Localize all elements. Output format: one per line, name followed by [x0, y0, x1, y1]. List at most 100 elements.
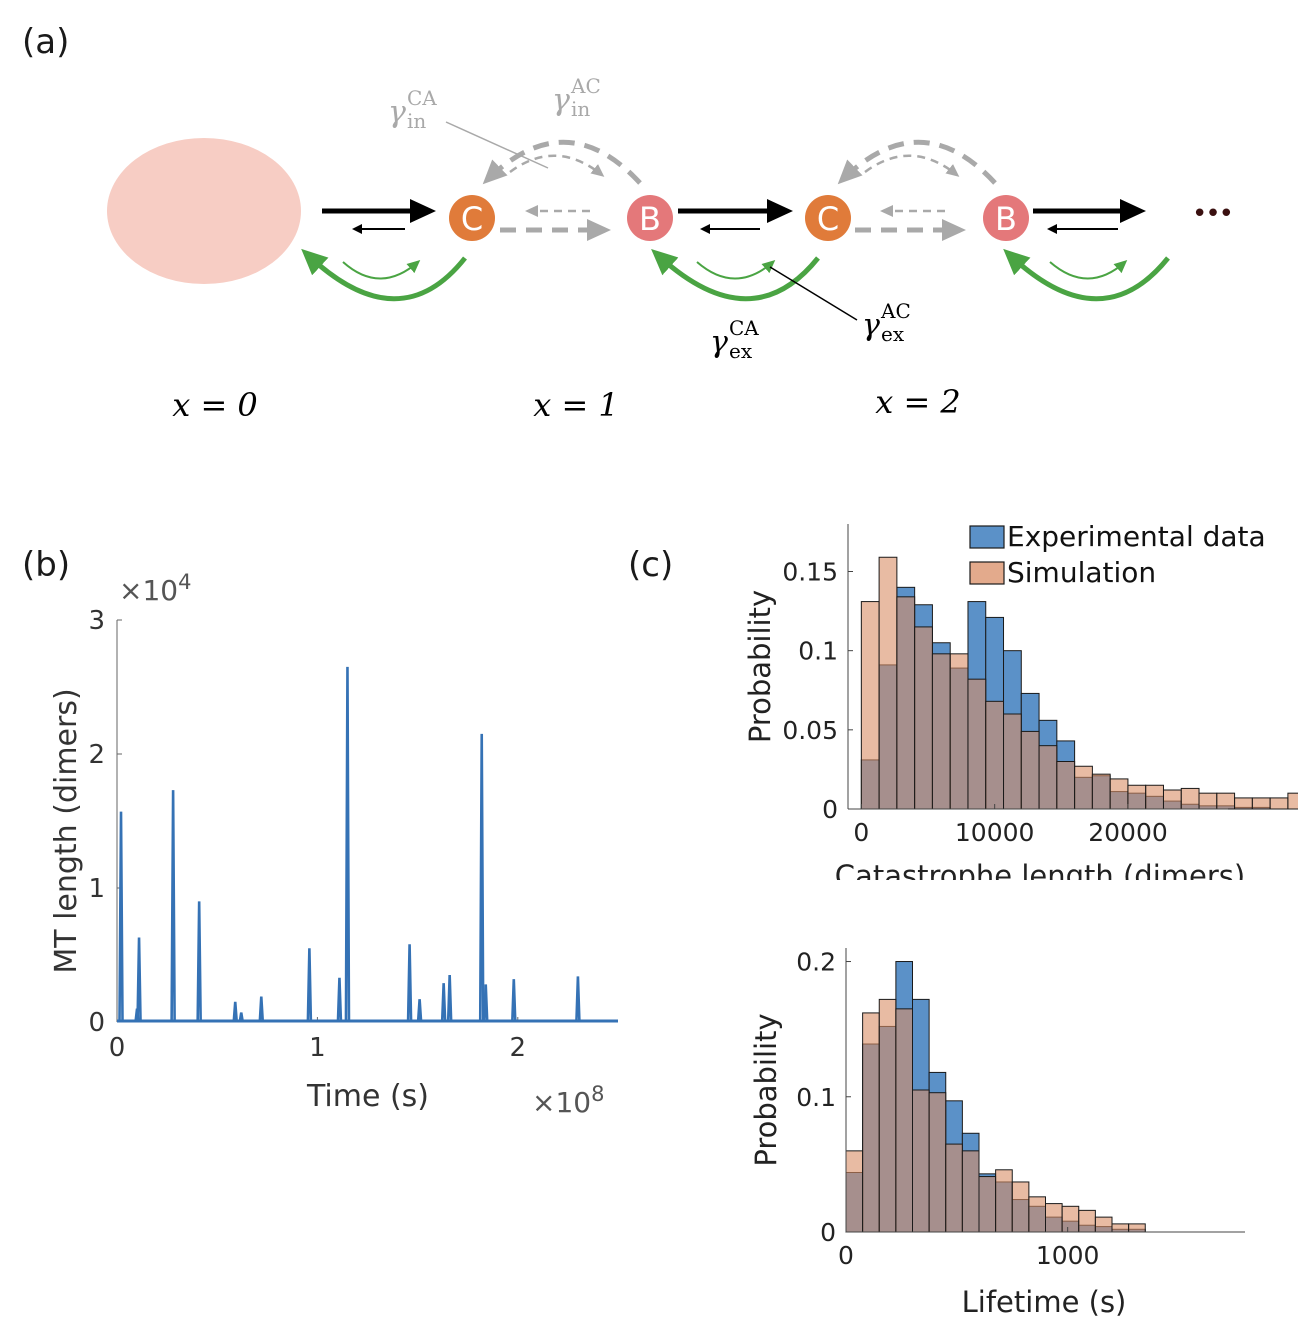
panel-label-c: (c): [628, 545, 674, 585]
x-tick-label: 20000: [1088, 818, 1168, 847]
svg-text:AC: AC: [880, 299, 911, 323]
bar-simulation: [1061, 1205, 1080, 1233]
y-tick-label: 0.15: [782, 558, 838, 587]
bar-simulation: [931, 653, 951, 810]
arrow-ex-CA-2: [1003, 248, 1170, 302]
x-tick-label: 0: [838, 1241, 854, 1270]
x-tick-label: 10000: [955, 818, 1035, 847]
bar-simulation: [967, 678, 987, 810]
y-tick-label: 0.1: [798, 637, 838, 666]
node-C-2: C: [805, 195, 851, 241]
bar-simulation: [985, 700, 1005, 810]
bar-simulation: [1038, 745, 1058, 810]
svg-text:ex: ex: [881, 322, 905, 346]
arrow-ex-CA-1: [651, 248, 820, 302]
compartment-x0: [107, 138, 301, 284]
legend-swatch: [969, 525, 1005, 549]
ellipsis: •••: [1192, 199, 1232, 229]
bar-simulation: [1094, 1216, 1113, 1233]
panel-label-b: (b): [22, 545, 71, 585]
series-spike: [446, 975, 453, 1023]
bar-simulation: [945, 1143, 963, 1233]
rate-label-in-AC: γ in AC: [552, 74, 601, 121]
series-spike: [482, 984, 489, 1023]
x-tick-label: 0: [853, 818, 869, 847]
bar-simulation: [1145, 784, 1164, 810]
y-axis-label: Probability: [749, 1013, 783, 1166]
x-axis-label: Lifetime (s): [962, 1285, 1127, 1319]
bar-simulation: [896, 596, 916, 810]
chart-mt-length: 0 1 2 3 0 1 2 ×104 ×108 Time (s) MT length (dimers…: [49, 570, 618, 1119]
y-axis-label: Probability: [743, 590, 777, 743]
bar-simulation: [1003, 713, 1022, 810]
series-spike: [478, 733, 485, 1023]
bar-simulation: [914, 626, 933, 810]
bar-simulation: [1287, 792, 1298, 810]
position-label-x1: x = 1: [533, 386, 619, 424]
series-spike: [406, 944, 413, 1023]
svg-text:CA: CA: [407, 86, 437, 110]
bar-simulation: [1045, 1203, 1063, 1233]
series-spike: [510, 979, 517, 1023]
y-multiplier: ×104: [119, 570, 191, 607]
y-tick-label: 1: [88, 874, 105, 904]
arrow-in-CA-2: [837, 139, 997, 185]
bar-simulation: [1198, 792, 1218, 810]
state-diagram: C B C B ••• γ in CA γ in AC γ ex: [107, 74, 1234, 424]
leader-line-ex-AC: [769, 266, 858, 321]
legend-label: Simulation: [1007, 556, 1156, 589]
bar-simulation: [1028, 1196, 1046, 1233]
series-spike: [336, 977, 343, 1023]
leader-line-in-CA: [445, 121, 549, 169]
x-axis-label: Catastrophe length (dimers): [835, 859, 1245, 880]
bar-simulation: [1251, 797, 1271, 810]
y-tick-label: 0.2: [796, 948, 836, 977]
arrow-in-AC-2: [864, 154, 960, 177]
bar-simulation: [961, 1150, 980, 1233]
node-B-2: B: [983, 195, 1029, 241]
y-axis-label: MT length (dimers): [49, 688, 84, 973]
bar-simulation: [845, 1150, 864, 1233]
series-spike: [306, 948, 313, 1023]
bar-simulation: [1109, 778, 1129, 810]
series-spike: [416, 999, 423, 1023]
bar-simulation: [1078, 1209, 1096, 1233]
bar-simulation: [949, 653, 969, 810]
svg-text:γ: γ: [862, 308, 880, 343]
bar-simulation: [1074, 765, 1093, 810]
bar-simulation: [1011, 1181, 1030, 1233]
arrow-ex-CA-0: [301, 248, 467, 302]
bar-simulation: [1269, 797, 1289, 810]
bar-simulation: [1020, 730, 1040, 810]
bar-simulation: [1180, 787, 1200, 810]
bar-simulation: [1091, 773, 1111, 810]
series-spike: [136, 937, 142, 1023]
bar-simulation: [912, 1089, 930, 1233]
chart-catastrophe-length: 0 0.05 0.1 0.15 0 10000 20000 Catastrophe lengt…: [743, 520, 1298, 880]
chart-lifetime: 0 0.1 0.2 0 1000 Lifetime (s) Probability: [749, 948, 1245, 1319]
y-tick-label: 2: [88, 740, 105, 770]
series-spike: [575, 976, 581, 1023]
bar-simulation: [895, 1008, 913, 1233]
series-spike: [440, 983, 447, 1023]
bar-simulation: [1234, 797, 1253, 810]
svg-text:AC: AC: [570, 74, 601, 98]
bar-simulation: [1216, 792, 1236, 810]
arrow-in-AC-1: [509, 154, 605, 177]
svg-text:γ: γ: [552, 83, 570, 118]
x-tick-label: 1: [309, 1033, 326, 1063]
x-tick-label: 2: [510, 1033, 527, 1063]
bar-simulation: [928, 1092, 947, 1233]
arrow-ex-AC-2: [1049, 260, 1128, 280]
bar-simulation: [995, 1169, 1013, 1233]
y-tick-label: 3: [88, 606, 105, 636]
series-spike: [238, 1012, 245, 1023]
svg-text:γ: γ: [710, 325, 728, 360]
legend-label: Experimental data: [1007, 520, 1266, 553]
bar-simulation: [860, 601, 880, 810]
series-spike: [118, 811, 124, 1023]
bar-simulation: [1128, 1223, 1146, 1233]
x-multiplier: ×108: [532, 1082, 604, 1119]
